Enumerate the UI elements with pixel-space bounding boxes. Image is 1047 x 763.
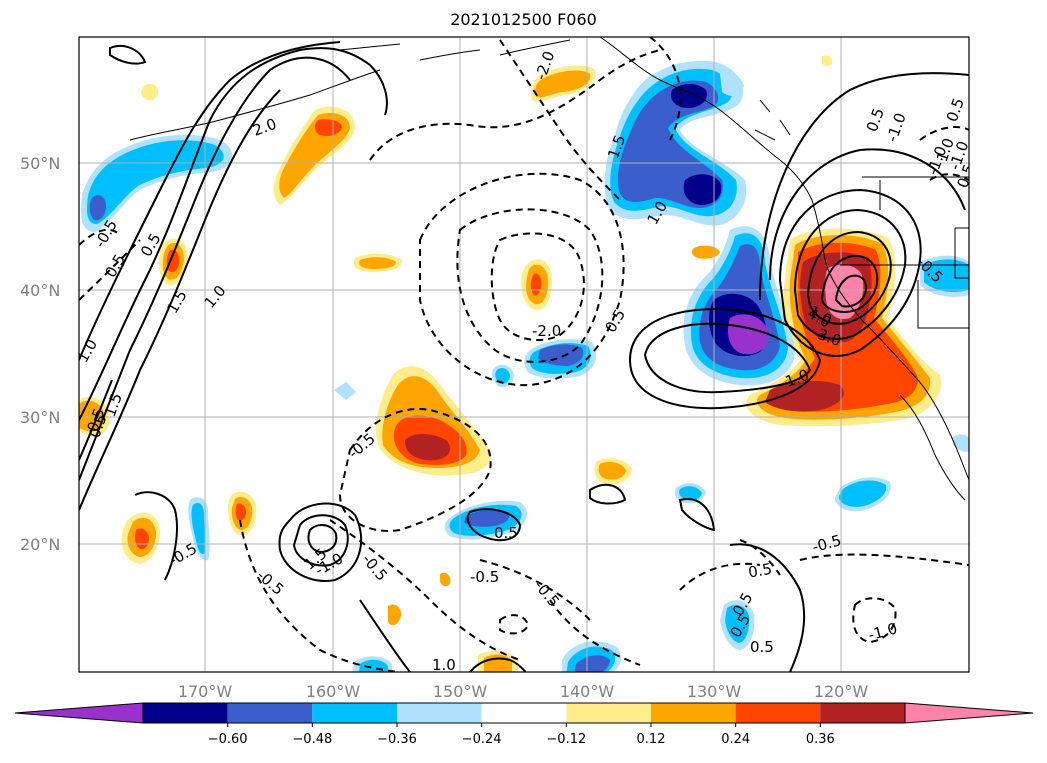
- negative-anomaly-region: [538, 344, 584, 366]
- colorbar-segment: [735, 703, 821, 723]
- colorbar-tick-label: 0.24: [721, 732, 750, 747]
- negative-anomaly-region: [86, 140, 224, 224]
- colorbar-tick-label: −0.24: [462, 732, 502, 747]
- negative-anomaly-region: [495, 367, 510, 384]
- lat-label-40n: 40°N: [20, 281, 60, 300]
- dashed-contour-lines: [79, 37, 969, 672]
- negative-anomaly-region: [727, 314, 769, 355]
- colorbar-tick-label: −0.48: [292, 732, 332, 747]
- colorbar: −0.60 −0.48 −0.36 −0.24 −0.12 0.12 0.24 0.36: [14, 702, 1034, 747]
- lon-label-140w: 140°W: [560, 682, 615, 701]
- positive-anomaly-region: [359, 257, 396, 269]
- colorbar-segment: [397, 703, 482, 723]
- colorbar-tick-label: 0.36: [806, 732, 835, 747]
- colorbar-segment: [481, 703, 567, 723]
- contour-label: -0.5: [470, 568, 499, 586]
- contour-label: 0.5: [750, 638, 774, 656]
- longitude-labels: 170°W 160°W 150°W 140°W 130°W 120°W: [178, 682, 869, 701]
- contour-label: -2.0: [532, 322, 561, 340]
- positive-anomaly-region: [765, 380, 844, 412]
- map-frame: [78, 36, 970, 673]
- lon-label-160w: 160°W: [306, 682, 361, 701]
- contour-lines: [79, 41, 969, 672]
- lon-label-120w: 120°W: [814, 682, 869, 701]
- lon-label-130w: 130°W: [687, 682, 742, 701]
- positive-anomaly-region: [315, 119, 342, 136]
- negative-anomaly-region: [679, 486, 702, 501]
- contour-label: 0.5: [747, 560, 774, 582]
- positive-anomaly-region: [141, 84, 159, 101]
- negative-anomaly-region: [924, 259, 969, 293]
- positive-anomaly-region: [404, 434, 451, 461]
- graticule: [79, 37, 969, 672]
- negative-anomaly-region: [464, 509, 510, 527]
- lon-label-170w: 170°W: [178, 682, 233, 701]
- colorbar-tick-label: −0.36: [377, 732, 417, 747]
- negative-anomaly-region: [838, 480, 887, 507]
- lon-label-150w: 150°W: [433, 682, 488, 701]
- negative-anomaly-region: [359, 659, 388, 672]
- negative-anomaly-region: [725, 604, 750, 643]
- positive-anomaly-region: [691, 245, 720, 259]
- colorbar-tick-label: 0.12: [637, 732, 666, 747]
- negative-anomaly-region: [683, 174, 722, 205]
- negative-anomaly-region: [574, 655, 610, 672]
- lat-label-30n: 30°N: [20, 408, 60, 427]
- negative-anomaly-region: [191, 502, 206, 555]
- positive-anomaly-region: [822, 55, 833, 67]
- map-title: 2021012500 F060: [450, 10, 597, 29]
- negative-anomaly-region: [720, 71, 744, 96]
- lat-label-50n: 50°N: [20, 154, 60, 173]
- coastlines: [129, 37, 969, 501]
- colorbar-tick-label: −0.12: [546, 732, 586, 747]
- positive-anomaly-region: [535, 70, 591, 98]
- colorbar-segment: [820, 703, 905, 723]
- latitude-labels: 50°N 40°N 30°N 20°N: [20, 154, 60, 554]
- contour-label: 1.0: [432, 656, 456, 674]
- colorbar-outline: [142, 702, 906, 724]
- lat-label-20n: 20°N: [20, 535, 60, 554]
- positive-anomaly-region: [235, 503, 246, 521]
- negative-anomaly-region: [89, 195, 106, 221]
- colorbar-segment: [227, 703, 313, 723]
- positive-anomaly-region: [440, 572, 451, 587]
- colorbar-segment: [312, 703, 397, 723]
- colorbar-tick-label: −0.60: [208, 732, 248, 747]
- positive-anomaly-region: [388, 604, 402, 626]
- colorbar-extension-high: [904, 702, 1034, 724]
- positive-anomaly-region: [598, 462, 626, 480]
- colorbar-segment: [566, 703, 651, 723]
- positive-anomaly-region: [166, 249, 180, 272]
- contour-label: 0.5: [494, 524, 518, 542]
- negative-anomaly-region: [334, 382, 356, 400]
- colorbar-extension-low: [14, 702, 144, 724]
- colorbar-segment: [651, 703, 736, 723]
- colorbar-segment: [143, 703, 228, 723]
